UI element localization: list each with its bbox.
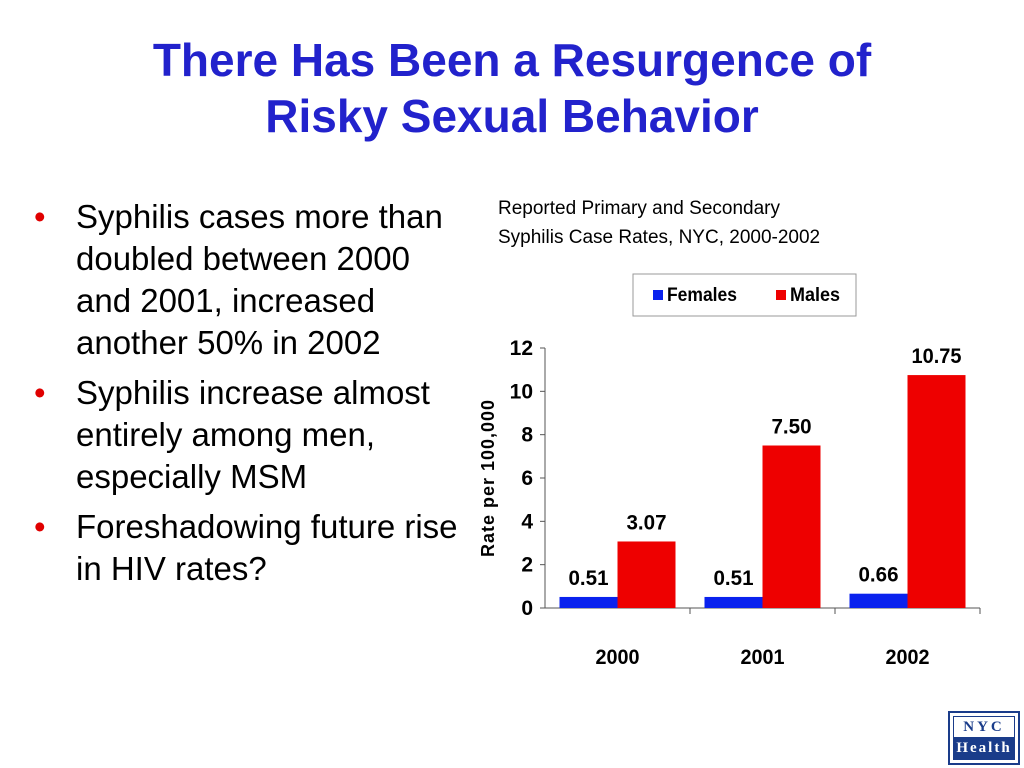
y-axis-label: Rate per 100,000 xyxy=(478,399,498,557)
chart-title: Reported Primary and Secondary xyxy=(498,198,780,219)
legend-label-females: Females xyxy=(667,285,737,306)
x-tick-label: 2002 xyxy=(886,646,930,669)
bar-females-2001 xyxy=(704,596,763,608)
x-tick-label: 2000 xyxy=(596,646,640,669)
bullet-list: • Syphilis cases more than doubled betwe… xyxy=(34,196,464,598)
data-label-females-2001: 0.51 xyxy=(714,567,754,590)
y-tick-label: 6 xyxy=(521,467,533,490)
page-title: There Has Been a Resurgence of Risky Sex… xyxy=(0,32,1024,144)
legend-box xyxy=(632,273,857,317)
bullet-text: Syphilis increase almost entirely among … xyxy=(76,374,430,495)
legend-swatch-females xyxy=(653,290,663,300)
bullet-item: • Syphilis cases more than doubled betwe… xyxy=(34,196,464,364)
chart: Reported Primary and Secondary Syphilis C… xyxy=(470,190,1000,690)
data-label-females-2000: 0.51 xyxy=(569,567,609,590)
y-tick-label: 4 xyxy=(521,510,533,533)
nyc-health-logo: NYC Health xyxy=(948,711,1020,765)
y-tick-label: 0 xyxy=(521,597,533,620)
legend-label-males: Males xyxy=(790,285,840,306)
bar-females-2002 xyxy=(849,593,908,608)
logo-text-health: Health xyxy=(954,737,1014,759)
logo-text-nyc: NYC xyxy=(963,719,1005,735)
chart-svg: Reported Primary and Secondary Syphilis C… xyxy=(478,198,981,669)
title-line-1: There Has Been a Resurgence of xyxy=(152,34,872,86)
bullet-dot: • xyxy=(34,198,46,235)
bar-males-2001 xyxy=(762,445,821,608)
y-tick-label: 2 xyxy=(521,554,533,577)
x-tick-label: 2001 xyxy=(741,646,785,669)
data-label-males-2000: 3.07 xyxy=(627,511,667,534)
y-tick-label: 12 xyxy=(510,337,533,360)
legend-swatch-males xyxy=(776,290,786,300)
bullet-item: • Foreshadowing future rise in HIV rates… xyxy=(34,506,464,590)
bullet-text: Foreshadowing future rise in HIV rates? xyxy=(76,508,458,587)
bar-males-2000 xyxy=(617,541,676,608)
chart-subtitle: Syphilis Case Rates, NYC, 2000-2002 xyxy=(498,227,820,248)
bar-females-2000 xyxy=(559,596,618,608)
y-tick-label: 10 xyxy=(510,380,533,403)
bullet-dot: • xyxy=(34,374,46,411)
bullet-dot: • xyxy=(34,508,46,545)
title-line-2: Risky Sexual Behavior xyxy=(265,90,759,142)
data-label-males-2001: 7.50 xyxy=(772,416,812,439)
data-label-males-2002: 10.75 xyxy=(912,345,962,368)
data-label-females-2002: 0.66 xyxy=(859,564,899,587)
bullet-item: • Syphilis increase almost entirely amon… xyxy=(34,372,464,498)
bullet-text: Syphilis cases more than doubled between… xyxy=(76,198,443,361)
y-tick-label: 8 xyxy=(521,424,533,447)
bar-males-2002 xyxy=(907,375,966,608)
